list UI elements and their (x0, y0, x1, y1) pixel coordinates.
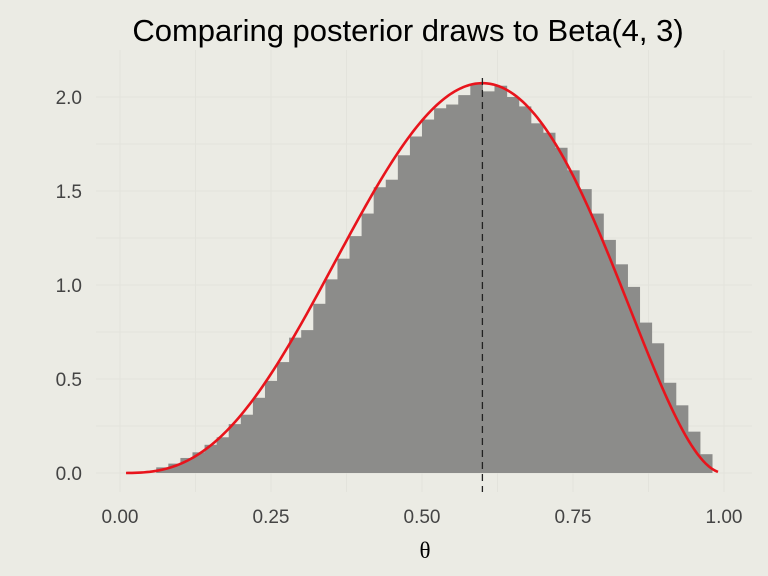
histogram-bar (325, 279, 339, 473)
histogram-bar (409, 136, 423, 474)
y-axis-ticks: 0.0 0.5 1.0 1.5 2.0 (56, 88, 82, 485)
x-tick-label: 0.75 (555, 507, 592, 528)
y-tick-label: 0.0 (56, 464, 82, 485)
y-tick-label: 2.0 (56, 88, 82, 109)
histogram-bar (651, 343, 665, 473)
x-tick-label: 0.00 (102, 507, 139, 528)
histogram-bar (349, 236, 363, 473)
histogram-bar (554, 147, 568, 473)
histogram-bar (228, 424, 242, 473)
y-tick-label: 0.5 (56, 370, 82, 391)
histogram-bar (627, 286, 641, 473)
x-axis-label: θ (419, 538, 430, 563)
histogram-bar (470, 83, 483, 473)
histogram-bar (373, 187, 387, 474)
y-tick-label: 1.5 (56, 182, 82, 203)
histogram-bar (591, 213, 604, 473)
chart-title: Comparing posterior draws to Beta(4, 3) (132, 13, 683, 48)
x-tick-label: 0.25 (253, 507, 290, 528)
histogram-bar (494, 85, 508, 473)
histogram-bars (156, 83, 713, 474)
histogram-bar (240, 414, 254, 473)
histogram-bar (566, 170, 580, 473)
histogram-bar (446, 104, 459, 474)
histogram-bar (385, 179, 399, 473)
histogram-bar (289, 337, 302, 473)
histogram-bar (518, 106, 532, 474)
histogram-bar (264, 380, 278, 473)
x-tick-label: 1.00 (706, 507, 743, 528)
histogram-bar (687, 431, 701, 473)
x-axis-ticks: 0.00 0.25 0.50 0.75 1.00 (102, 507, 743, 528)
histogram-bar (639, 322, 653, 473)
histogram-bar (530, 123, 544, 473)
histogram-bar (277, 362, 290, 473)
histogram-bar (458, 95, 471, 474)
histogram-bar (579, 189, 592, 473)
histogram-bar (434, 108, 447, 473)
beta-density-curve (126, 81, 719, 475)
histogram-bar (301, 330, 314, 473)
histogram-bar (482, 91, 496, 474)
histogram-bar (663, 382, 677, 473)
histogram-bar (397, 155, 411, 473)
histogram-bar (542, 132, 556, 473)
x-tick-label: 0.50 (404, 507, 441, 528)
histogram-bar (252, 397, 266, 473)
y-tick-label: 1.0 (56, 276, 82, 297)
histogram-bar (337, 258, 351, 473)
histogram-bar (506, 97, 520, 473)
histogram-bar (422, 119, 435, 473)
histogram-bar (361, 213, 375, 473)
histogram-bar (216, 437, 230, 473)
histogram-bar (204, 444, 218, 473)
histogram-bar (615, 264, 628, 473)
histogram-bar (313, 303, 326, 473)
histogram-bar (603, 239, 616, 473)
histogram-bar (168, 463, 181, 473)
